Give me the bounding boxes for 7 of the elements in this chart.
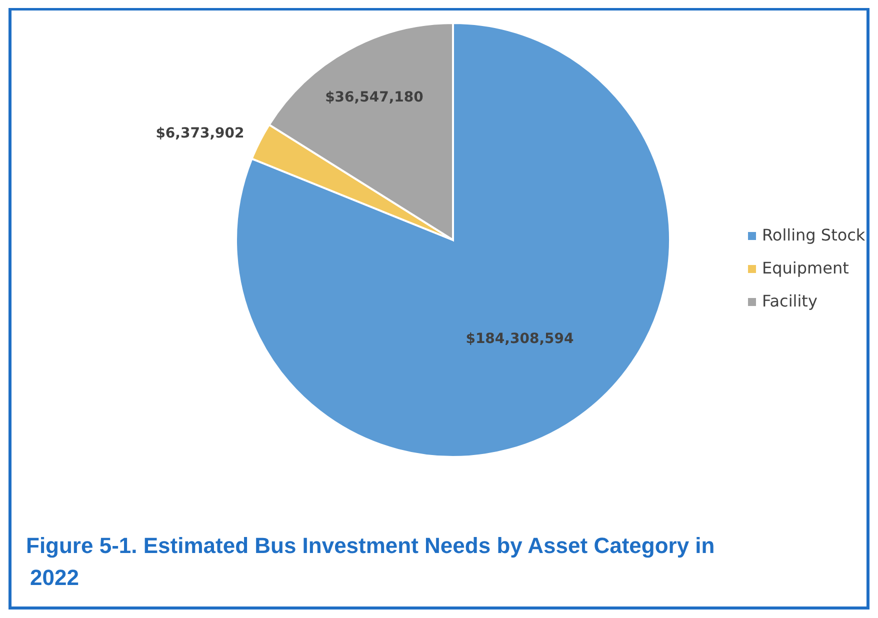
legend-label: Equipment <box>762 258 849 278</box>
data-label: $6,373,902 <box>156 125 244 142</box>
legend-label: Rolling Stock <box>762 225 866 244</box>
data-label: $184,308,594 <box>466 330 574 347</box>
legend-label: Facility <box>762 291 818 310</box>
text: Figure 5-1. Estimated Bus Investment Needs by Asset Category in 2022 <box>26 533 715 590</box>
data-label: $36,547,180 <box>325 89 424 106</box>
